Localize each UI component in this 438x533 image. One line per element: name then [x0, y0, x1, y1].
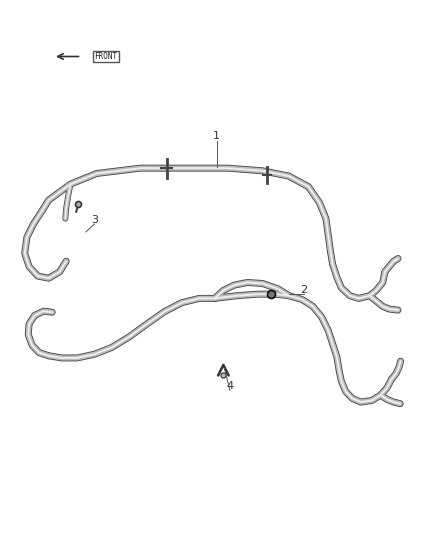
Text: 3: 3: [91, 215, 98, 225]
Text: 2: 2: [300, 286, 308, 295]
Text: 4: 4: [226, 381, 233, 391]
Text: FRONT: FRONT: [95, 52, 118, 61]
Text: 1: 1: [213, 131, 220, 141]
